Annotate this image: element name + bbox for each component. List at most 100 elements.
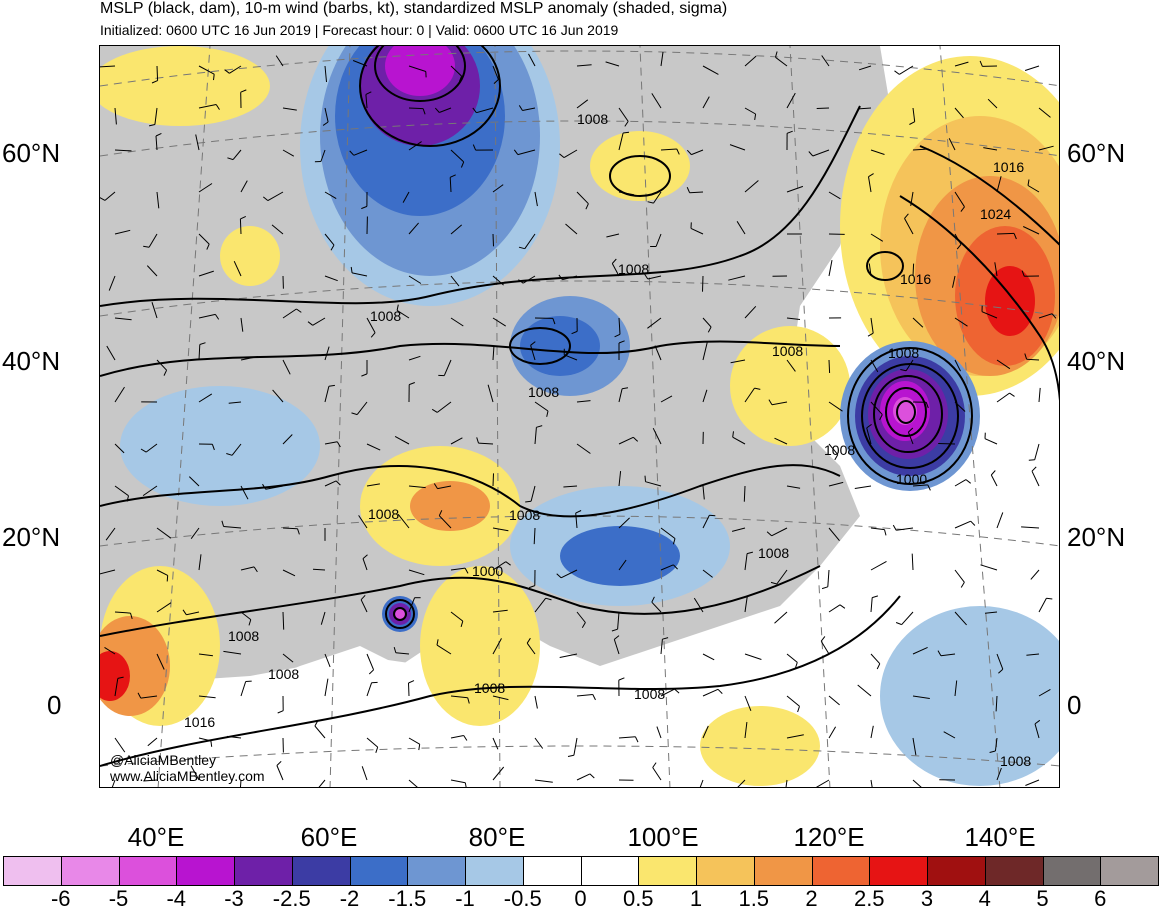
wind-barb bbox=[702, 96, 710, 109]
wind-barb-flag bbox=[433, 483, 438, 489]
wind-barb-flag bbox=[895, 622, 902, 626]
wind-barb bbox=[240, 356, 259, 361]
wind-barb bbox=[324, 678, 329, 697]
wind-barb-flag bbox=[746, 551, 754, 555]
wind-barb bbox=[186, 611, 200, 616]
credit-handle: @AliciaMBentley bbox=[110, 752, 217, 768]
wind-barb-flag bbox=[330, 244, 335, 251]
wind-barb bbox=[492, 233, 494, 247]
wind-barb bbox=[282, 653, 294, 663]
wind-barb bbox=[239, 218, 242, 235]
wind-barb bbox=[450, 611, 464, 622]
wind-barb bbox=[1038, 145, 1054, 151]
wind-barb bbox=[744, 595, 748, 613]
wind-barb bbox=[114, 149, 132, 152]
wind-barb bbox=[613, 639, 620, 655]
colorbar-tick-label: 0 bbox=[574, 886, 587, 911]
wind-barb bbox=[996, 653, 1004, 670]
wind-barb-flag bbox=[351, 412, 358, 416]
wind-barb-flag bbox=[240, 89, 247, 93]
wind-barb-flag bbox=[362, 554, 368, 559]
wind-barb bbox=[870, 359, 879, 373]
wind-barb bbox=[660, 527, 676, 539]
wind-barb-flag bbox=[248, 619, 252, 626]
wind-barb bbox=[618, 132, 624, 151]
wind-barb bbox=[408, 222, 419, 235]
wind-barb bbox=[653, 191, 662, 204]
wind-barb bbox=[786, 317, 801, 320]
wind-barb bbox=[528, 53, 536, 67]
wind-barb bbox=[142, 485, 158, 497]
wind-barb bbox=[394, 435, 410, 445]
wind-barb bbox=[771, 401, 788, 406]
wind-barbs bbox=[100, 51, 1057, 787]
wind-barb bbox=[240, 566, 255, 571]
wind-barb bbox=[148, 233, 158, 248]
colorbar-tick-label: -1.5 bbox=[388, 886, 427, 911]
isobar-label: 1008 bbox=[474, 680, 505, 696]
lon-label-100e: 100°E bbox=[627, 822, 699, 852]
isobar-label: 1008 bbox=[1000, 753, 1031, 769]
wind-barb bbox=[352, 60, 368, 67]
wind-barb bbox=[114, 737, 126, 753]
wind-barb bbox=[786, 734, 804, 739]
wind-barb bbox=[1038, 387, 1041, 403]
wind-barb-flag bbox=[458, 75, 463, 82]
wind-barb bbox=[774, 437, 788, 445]
wind-barb bbox=[151, 302, 158, 319]
wind-barb bbox=[198, 737, 212, 742]
wind-barb bbox=[984, 438, 998, 445]
wind-barb bbox=[1026, 358, 1040, 361]
wind-barb bbox=[198, 65, 215, 75]
wind-barb bbox=[366, 443, 381, 451]
wind-barb bbox=[395, 652, 410, 655]
wind-barb bbox=[564, 354, 578, 361]
wind-barb bbox=[282, 569, 296, 577]
isobar-label: 1008 bbox=[634, 686, 665, 702]
wind-barb bbox=[744, 305, 757, 319]
isobar-label: 1008 bbox=[772, 343, 803, 359]
wind-barb bbox=[450, 149, 465, 163]
wind-barb-flag bbox=[879, 414, 883, 421]
wind-barb bbox=[912, 737, 917, 756]
colorbar-swatch bbox=[522, 856, 582, 886]
wind-barb bbox=[156, 359, 167, 371]
anomaly-shading bbox=[100, 46, 1059, 787]
wind-barb-flag bbox=[210, 740, 213, 747]
lat-label-20n: 20°N bbox=[2, 522, 61, 552]
wind-barb bbox=[312, 568, 326, 571]
wind-barb bbox=[492, 65, 499, 80]
wind-barb-flag bbox=[662, 637, 669, 640]
wind-barb bbox=[438, 515, 452, 529]
anomaly-negative bbox=[520, 316, 600, 376]
wind-barb-flag bbox=[567, 754, 574, 757]
isobars bbox=[100, 46, 1059, 767]
wind-barb bbox=[366, 737, 379, 748]
wind-barb bbox=[575, 513, 578, 529]
wind-barb bbox=[611, 263, 620, 277]
wind-barb bbox=[858, 65, 872, 71]
map-panel: 1008 1016 1024 1016 1008 1008 1008 1008 … bbox=[99, 45, 1060, 788]
wind-barb bbox=[870, 317, 874, 334]
wind-barb bbox=[786, 185, 804, 193]
colorbar-tick-label: 4 bbox=[978, 886, 991, 911]
wind-barb bbox=[396, 309, 410, 319]
wind-barb-flag bbox=[1009, 392, 1015, 397]
wind-barb-flag bbox=[277, 710, 284, 714]
wind-barb bbox=[573, 737, 578, 756]
wind-barb-flag bbox=[393, 646, 397, 653]
wind-barb bbox=[1034, 723, 1040, 739]
wind-barb-flag bbox=[768, 399, 773, 405]
wind-barb bbox=[563, 485, 578, 488]
wind-barb bbox=[492, 766, 505, 781]
colorbar-swatch bbox=[60, 856, 120, 886]
wind-barb bbox=[366, 483, 380, 487]
wind-barb bbox=[492, 695, 509, 701]
wind-barb bbox=[576, 611, 586, 623]
wind-barb bbox=[702, 65, 719, 75]
wind-barb-flag bbox=[892, 524, 897, 531]
wind-barb bbox=[534, 737, 544, 749]
isobar-label: 1008 bbox=[888, 345, 919, 361]
wind-barb bbox=[408, 141, 422, 151]
wind-barb-flag bbox=[349, 150, 355, 156]
